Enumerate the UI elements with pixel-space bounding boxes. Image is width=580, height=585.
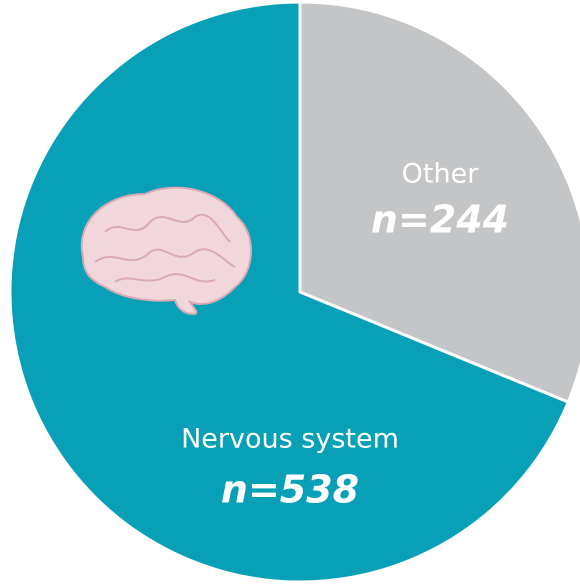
brain-icon	[80, 186, 252, 316]
pie-slice	[8, 0, 570, 584]
slices	[8, 0, 580, 584]
slice-value-label: n=538	[221, 468, 359, 512]
pie-slice	[298, 0, 580, 404]
slice-label: Other	[402, 159, 480, 190]
labels: Other n=244 Nervous system n=538	[181, 159, 509, 512]
slice-value-label: n=244	[371, 198, 509, 242]
slice-label: Nervous system	[181, 424, 399, 455]
